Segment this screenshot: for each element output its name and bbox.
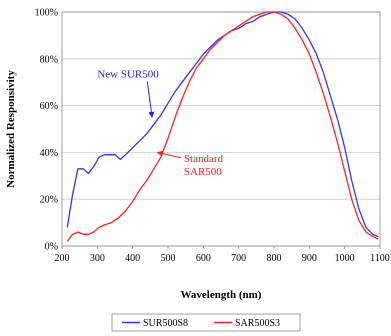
x-tick-label: 600: [196, 253, 211, 264]
y-tick-label: 20%: [40, 195, 58, 206]
annotation-standard-sar500-arrow: [156, 150, 182, 159]
y-tick-label: 80%: [40, 54, 58, 65]
x-tick-label: 700: [231, 253, 246, 264]
legend-label-1: SUR500S8: [143, 318, 188, 329]
x-tick-label: 1000: [335, 253, 355, 264]
x-tick-label: 500: [161, 253, 176, 264]
y-tick-label: 40%: [40, 148, 58, 159]
x-axis-ticks: 200 300 400 500 600 700 800 900 1000 1100: [55, 246, 390, 264]
x-axis-title: Wavelength (nm): [181, 289, 262, 301]
series-line-2: [66, 11, 379, 242]
gridlines: [62, 11, 380, 247]
x-tick-label: 800: [267, 253, 282, 264]
annotations: New SUR500 Standard SAR500: [97, 69, 223, 178]
y-tick-label: 0%: [45, 242, 58, 253]
x-tick-label: 300: [90, 253, 105, 264]
y-tick-label: 100%: [35, 8, 58, 19]
annotation-new-sur500: New SUR500: [97, 69, 159, 81]
series-line-1: [66, 11, 379, 238]
x-tick-label: 1100: [370, 253, 390, 264]
annotation-standard-sar500: Standard SAR500: [184, 153, 224, 178]
x-tick-label: 900: [302, 253, 317, 264]
legend-box: [111, 313, 301, 332]
x-tick-label: 200: [55, 253, 70, 264]
series-layer: [66, 11, 379, 242]
y-axis-title: Normalized Responsivity: [5, 70, 17, 188]
y-tick-label: 60%: [40, 101, 58, 112]
legend-label-2: SAR500S3: [235, 318, 280, 329]
x-tick-label: 400: [125, 253, 140, 264]
legend: SUR500S8 SAR500S3: [111, 313, 301, 332]
plot-frame: [61, 11, 381, 247]
y-axis-ticks: 0% 20% 40% 60% 80% 100%: [35, 8, 58, 253]
annotation-new-sur500-arrow: [146, 81, 155, 118]
